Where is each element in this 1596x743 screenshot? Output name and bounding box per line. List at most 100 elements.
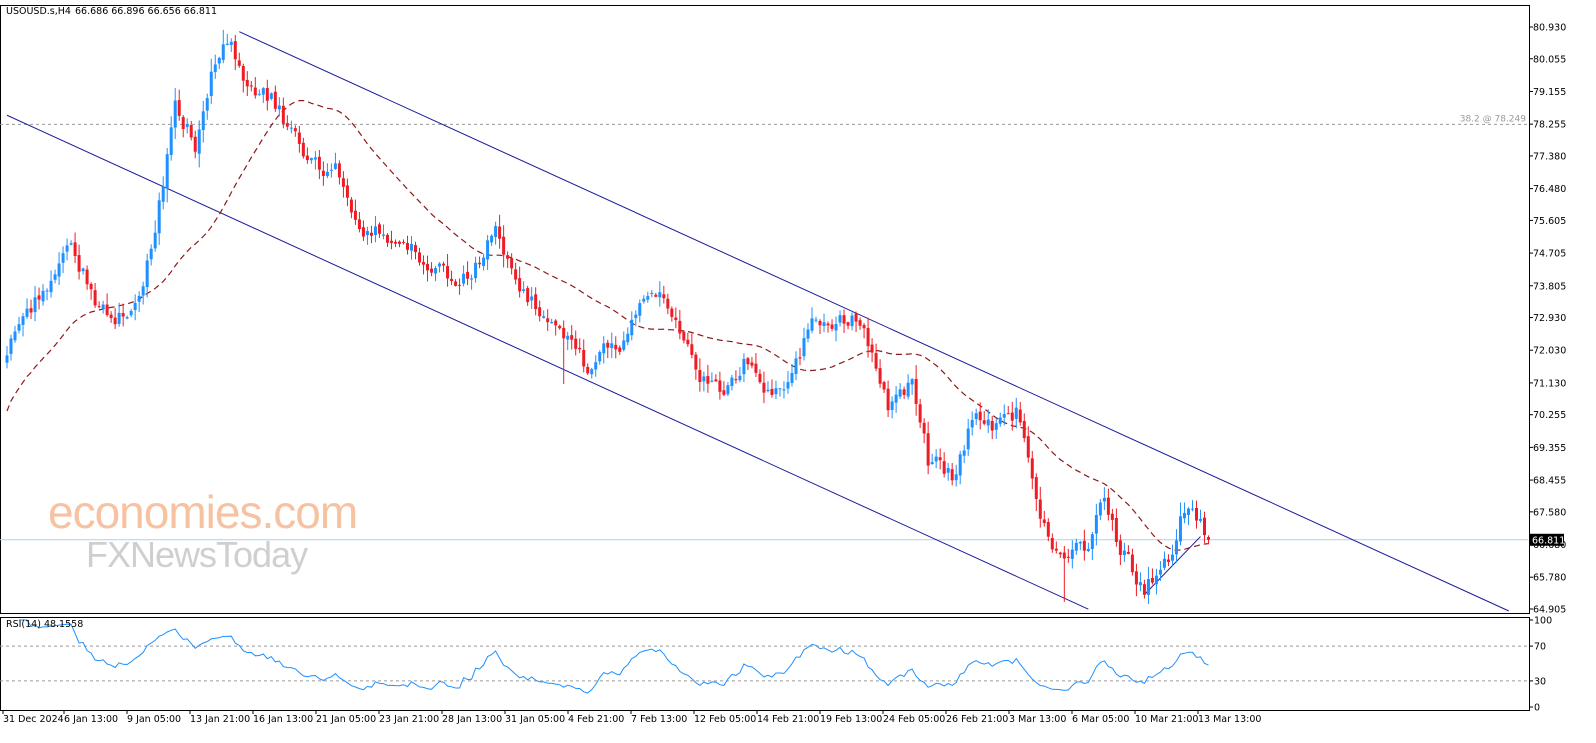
candle-body (834, 323, 838, 331)
time-tick-label: 28 Jan 13:00 (442, 714, 502, 725)
candle-body (678, 320, 682, 334)
price-tick-label: 65.780 (1533, 573, 1566, 584)
candle-body (602, 343, 606, 354)
candle-body (934, 456, 938, 462)
candle-body (1010, 412, 1014, 421)
candle-body (161, 186, 165, 202)
time-axis[interactable]: 31 Dec 2024 6 Jan 13:00 9 Jan 05:00 13 Jan … (2, 710, 1261, 725)
candle-body (538, 307, 542, 317)
price-tick-label: 77.380 (1533, 151, 1566, 162)
candle-body (1207, 537, 1210, 540)
candle-body (846, 322, 850, 326)
candle-body (1138, 582, 1142, 586)
candle-body (770, 388, 774, 395)
candle-body (450, 278, 454, 282)
candle-body (698, 370, 702, 382)
candle-body (325, 171, 329, 177)
candle-body (662, 294, 666, 299)
candle-body (1154, 575, 1158, 585)
candle-body (454, 281, 458, 286)
candle-body (434, 268, 438, 274)
candle-body (361, 227, 365, 237)
time-tick-label: 13 Mar 13:00 (1198, 714, 1261, 725)
candle-body (826, 323, 830, 326)
candle-body (229, 41, 233, 45)
candle-body (714, 379, 718, 382)
candle-body (722, 390, 726, 395)
candle-body (530, 296, 534, 301)
candle-body (121, 313, 125, 317)
candle-body (1022, 421, 1026, 439)
rsi-tick-label: 30 (1534, 676, 1546, 687)
candle-body (746, 358, 750, 365)
candle-body (866, 328, 870, 347)
candle-body (257, 93, 261, 95)
candle-body (93, 290, 97, 306)
candle-body (317, 156, 321, 170)
candle-body (337, 163, 341, 178)
candle-body (566, 335, 570, 340)
price-tick-label: 79.155 (1533, 87, 1566, 98)
candle-body (522, 289, 526, 291)
candle-body (614, 344, 618, 350)
price-tick-label: 71.130 (1533, 378, 1566, 389)
candle-body (438, 263, 442, 267)
candle-body (506, 255, 510, 259)
candle-body (1038, 499, 1042, 519)
candle-body (105, 304, 109, 315)
candle-body (353, 210, 357, 220)
watermark: economies.com FXNewsToday (48, 486, 358, 575)
candle-body (786, 382, 790, 389)
price-tick-label: 67.580 (1533, 507, 1566, 518)
candle-body (950, 469, 954, 481)
watermark-fxnewstoday-text: FXNewsToday (86, 534, 308, 575)
candle-body (1194, 507, 1198, 521)
time-tick-label: 21 Jan 05:00 (316, 714, 376, 725)
candle-body (1086, 548, 1090, 552)
candle-body (474, 262, 478, 279)
candle-body (726, 385, 730, 395)
candle-body (1062, 552, 1066, 559)
price-tick-label: 80.055 (1533, 54, 1566, 65)
candle-body (562, 327, 566, 339)
candle-body (137, 295, 141, 302)
candle-body (694, 354, 698, 370)
candle-body (494, 226, 498, 238)
candle-body (49, 280, 53, 293)
candle-body (974, 413, 978, 420)
candle-body (237, 60, 241, 66)
ohlc-header: 66.686 66.896 66.656 66.811 (75, 6, 217, 17)
candle-body (401, 241, 405, 243)
candle-body (874, 353, 878, 369)
candle-body (1050, 537, 1054, 550)
candle-body (782, 389, 786, 391)
candle-body (33, 297, 37, 313)
candle-body (802, 338, 806, 357)
candle-body (397, 241, 401, 244)
candle-body (149, 248, 153, 260)
candle-body (766, 389, 770, 392)
candle-body (578, 347, 582, 350)
price-axis[interactable]: 80.930 80.055 79.155 78.255 77.380 76.480 75.6… (1529, 23, 1566, 616)
price-tick-label: 69.355 (1533, 443, 1566, 454)
candle-body (5, 355, 9, 363)
candle-body (13, 331, 17, 341)
candle-body (269, 93, 273, 99)
candle-body (470, 278, 474, 280)
candle-body (410, 243, 414, 251)
candle-body (666, 298, 670, 309)
candle-body (634, 314, 638, 319)
candle-body (1202, 517, 1206, 536)
time-tick-label: 13 Jan 21:00 (190, 714, 250, 725)
candlestick-series (5, 29, 1210, 604)
candle-body (738, 375, 742, 381)
moving-average-line (6, 99, 1209, 551)
candle-body (478, 262, 482, 265)
candle-body (1114, 517, 1118, 543)
candle-body (297, 132, 301, 144)
candle-body (1166, 559, 1170, 562)
moving-average-layer (6, 99, 1209, 551)
candle-body (125, 317, 129, 319)
